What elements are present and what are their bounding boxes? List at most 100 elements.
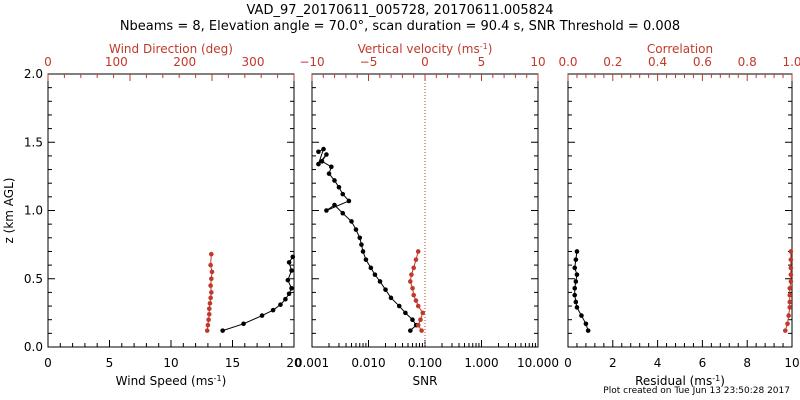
data-point xyxy=(788,272,794,277)
data-point xyxy=(415,249,421,254)
data-point xyxy=(340,191,346,197)
data-point xyxy=(396,303,402,309)
data-point xyxy=(788,279,794,284)
x-tick-label: 0.001 xyxy=(295,356,329,370)
data-point xyxy=(368,265,374,271)
data-point xyxy=(574,249,580,254)
plot-frame xyxy=(567,73,793,348)
series-line xyxy=(222,256,294,332)
data-point xyxy=(209,251,214,257)
x-tick-label: 20 xyxy=(286,356,301,370)
data-point xyxy=(377,279,383,284)
data-point xyxy=(413,257,419,262)
data-point xyxy=(319,159,325,164)
data-point xyxy=(383,287,388,292)
y-tick-label: 2.0 xyxy=(24,67,43,81)
data-point xyxy=(420,310,426,316)
data-point xyxy=(289,286,294,291)
x-top-axis-label: Correlation xyxy=(647,42,713,56)
data-point xyxy=(206,317,211,323)
data-point xyxy=(782,328,788,333)
data-point xyxy=(278,302,283,307)
data-point xyxy=(388,295,394,301)
x-tick-label: 4 xyxy=(654,356,662,370)
data-point xyxy=(220,328,225,333)
data-point xyxy=(209,290,214,295)
data-point xyxy=(332,202,337,208)
data-point xyxy=(286,291,292,297)
data-point xyxy=(321,146,326,152)
x-top-tick-label: 0.6 xyxy=(693,55,712,69)
data-point xyxy=(573,257,579,262)
data-point xyxy=(209,269,215,275)
data-point xyxy=(316,161,321,167)
data-point xyxy=(787,305,793,310)
data-point xyxy=(573,299,579,305)
data-point xyxy=(408,279,413,284)
data-point xyxy=(579,313,584,318)
data-point xyxy=(572,292,578,298)
x-top-tick-label: −5 xyxy=(360,55,378,69)
data-point xyxy=(241,321,246,327)
data-point xyxy=(204,328,210,333)
data-point xyxy=(209,276,214,282)
data-point xyxy=(286,260,292,265)
data-point xyxy=(788,257,794,262)
data-point xyxy=(259,313,265,318)
data-point xyxy=(346,198,352,204)
x-tick-label: 1.000 xyxy=(464,356,498,370)
y-tick-label: 0.0 xyxy=(24,340,43,354)
data-point xyxy=(206,306,212,312)
data-point xyxy=(572,265,578,271)
x-tick-label: 10.000 xyxy=(517,356,559,370)
y-tick-label: 1.0 xyxy=(24,204,43,218)
data-point xyxy=(205,322,211,328)
data-point xyxy=(208,283,213,288)
x-top-tick-label: 0.8 xyxy=(738,55,757,69)
x-top-tick-label: 1.0 xyxy=(782,55,800,69)
data-point xyxy=(324,152,329,157)
data-point xyxy=(270,307,276,313)
data-point xyxy=(788,265,794,271)
data-point xyxy=(419,328,424,333)
data-point xyxy=(415,303,421,309)
chart-subtitle: Nbeams = 8, Elevation angle = 70.0°, sca… xyxy=(119,19,681,34)
data-point xyxy=(418,317,423,323)
data-point xyxy=(413,298,419,303)
data-point xyxy=(787,299,793,305)
data-point xyxy=(408,328,413,333)
data-point xyxy=(583,321,589,327)
data-point xyxy=(787,292,793,298)
data-point xyxy=(410,317,415,323)
x-top-tick-label: 0.4 xyxy=(648,55,667,69)
data-point xyxy=(207,301,213,306)
x-tick-label: 8 xyxy=(743,356,751,370)
data-point xyxy=(289,268,294,273)
x-top-tick-label: 5 xyxy=(478,55,486,69)
x-top-tick-label: 0.2 xyxy=(603,55,622,69)
x-tick-label: 0 xyxy=(564,356,572,370)
plot-frame xyxy=(311,73,539,348)
data-point xyxy=(285,277,291,283)
data-point xyxy=(403,310,408,316)
data-point xyxy=(206,311,212,317)
x-tick-label: 5 xyxy=(106,356,114,370)
y-tick-label: 0.5 xyxy=(24,272,43,286)
x-tick-label: 0 xyxy=(44,356,52,370)
data-point xyxy=(359,242,364,247)
data-point xyxy=(360,249,366,254)
data-point xyxy=(329,164,334,170)
data-point xyxy=(290,254,296,260)
data-point xyxy=(786,313,791,318)
y-axis-label: z (km AGL) xyxy=(2,178,16,244)
data-point xyxy=(415,322,421,328)
data-point xyxy=(326,171,332,176)
x-top-tick-label: 0 xyxy=(421,55,429,69)
data-point xyxy=(349,219,354,224)
x-top-tick-label: 100 xyxy=(105,55,128,69)
x-tick-label: 0.100 xyxy=(408,356,442,370)
data-point xyxy=(574,305,580,310)
data-point xyxy=(788,249,794,254)
x-top-axis-label: Wind Direction (deg) xyxy=(109,42,233,56)
data-point xyxy=(410,286,415,291)
